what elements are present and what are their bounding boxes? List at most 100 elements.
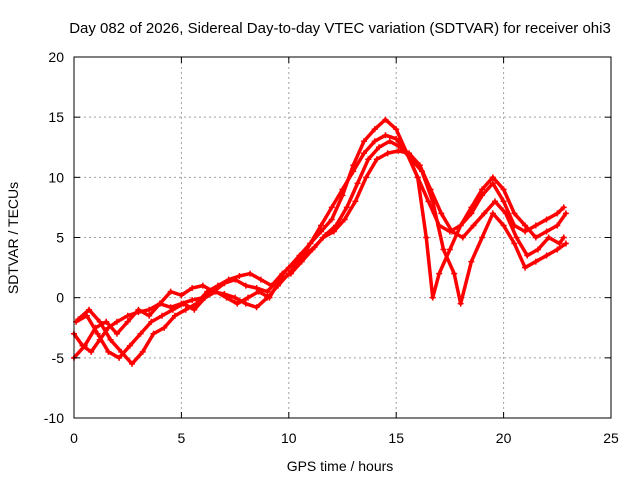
data-point [532, 258, 539, 265]
data-point [354, 180, 361, 187]
data-point [511, 240, 518, 247]
data-point [167, 288, 174, 295]
data-point [189, 285, 196, 292]
data-point [395, 147, 402, 154]
data-point [468, 258, 475, 265]
data-point [408, 156, 415, 163]
x-tick-label: 0 [70, 430, 78, 446]
data-point [193, 300, 200, 307]
data-point [116, 354, 123, 361]
data-point [159, 312, 166, 319]
data-point [470, 222, 477, 229]
data-point [169, 306, 176, 313]
series-line [72, 117, 568, 360]
data-point [562, 210, 569, 217]
data-point [365, 156, 372, 163]
data-point [328, 216, 335, 223]
data-point [554, 246, 561, 253]
x-tick-label: 25 [603, 430, 619, 446]
data-point [371, 126, 378, 133]
data-point [81, 342, 88, 349]
data-point [146, 306, 153, 313]
data-point [545, 234, 552, 241]
data-point [534, 246, 541, 253]
y-tick-label: 15 [48, 109, 64, 125]
x-tick-label: 15 [388, 430, 404, 446]
data-point [382, 132, 389, 139]
data-point [180, 300, 187, 307]
x-tick-label: 5 [178, 430, 186, 446]
data-point [88, 348, 95, 355]
data-point [556, 240, 563, 247]
data-point [146, 312, 153, 319]
data-point [562, 240, 569, 247]
data-point [393, 135, 400, 142]
data-point [376, 144, 383, 151]
data-point [489, 210, 496, 217]
data-point [255, 288, 262, 295]
data-point [543, 216, 550, 223]
data-point [135, 306, 142, 313]
data-point [94, 330, 101, 337]
axis-ticks: 0 5 10 15 20 25 -10 -5 0 5 10 15 20 [44, 49, 619, 446]
data-point [279, 270, 286, 277]
data-point [560, 234, 567, 241]
data-point [178, 292, 185, 299]
series-track-2 [71, 116, 569, 361]
data-point [113, 318, 120, 325]
y-tick-label: 5 [56, 230, 64, 246]
data-point [266, 294, 273, 301]
data-point [532, 222, 539, 229]
data-point [322, 232, 329, 239]
data-point [105, 348, 112, 355]
data-point [502, 210, 509, 217]
data-point [232, 294, 239, 301]
data-point [479, 234, 486, 241]
data-point [500, 186, 507, 193]
data-point [522, 222, 529, 229]
data-point [522, 264, 529, 271]
data-point [311, 244, 318, 251]
data-point [253, 304, 260, 311]
data-point [318, 222, 325, 229]
data-point [436, 270, 443, 277]
grid [74, 57, 611, 418]
data-point [554, 210, 561, 217]
data-point [511, 210, 518, 217]
data-point [247, 270, 254, 277]
data-point [264, 288, 271, 295]
data-point [86, 306, 93, 313]
data-point [318, 228, 325, 235]
data-point [489, 180, 496, 187]
data-point [139, 348, 146, 355]
data-point [339, 192, 346, 199]
data-point [128, 360, 135, 367]
data-point [242, 300, 249, 307]
data-point [350, 162, 357, 169]
data-point [363, 174, 370, 181]
data-point [257, 276, 264, 283]
data-point [459, 234, 466, 241]
data-point [438, 210, 445, 217]
data-point [103, 318, 110, 325]
data-point [191, 306, 198, 313]
data-point [479, 186, 486, 193]
data-point [171, 312, 178, 319]
data-point [328, 204, 335, 211]
data-point [96, 318, 103, 325]
data-point [242, 282, 249, 289]
data-point [429, 294, 436, 301]
data-point [204, 288, 211, 295]
data-point [199, 282, 206, 289]
data-series [71, 116, 569, 367]
y-tick-label: -5 [52, 350, 65, 366]
data-point [234, 300, 241, 307]
data-point [150, 330, 157, 337]
x-axis-label: GPS time / hours [287, 458, 394, 474]
data-point [113, 330, 120, 337]
data-point [554, 222, 561, 229]
x-tick-label: 10 [281, 430, 297, 446]
data-point [429, 198, 436, 205]
data-point [148, 318, 155, 325]
y-tick-label: 10 [48, 169, 64, 185]
